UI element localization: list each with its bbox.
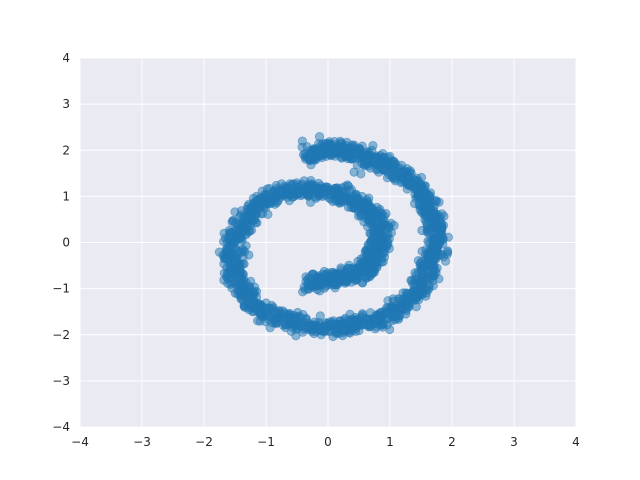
data-point [297,136,307,146]
data-point [440,256,451,266]
x-tick-label: 2 [448,435,456,449]
data-point [363,222,373,232]
data-point [229,269,239,279]
x-tick-label: −4 [71,435,89,449]
x-tick-label: 3 [510,435,518,449]
data-point [378,165,388,175]
data-point [238,245,248,255]
data-point [395,167,405,177]
x-tick-label: −3 [133,435,151,449]
data-point [326,319,336,329]
data-point [239,288,250,299]
data-point [274,187,284,197]
data-point [306,281,316,291]
data-point [355,144,365,154]
data-point [291,331,301,341]
data-point [428,281,438,291]
y-tick-label: −2 [52,328,70,342]
y-tick-label: 4 [62,51,70,65]
data-point [227,283,237,293]
x-tick-label: 4 [572,435,580,449]
data-point [255,193,265,203]
data-point [308,269,318,279]
data-point [356,169,366,179]
data-point [345,154,356,164]
data-point [331,145,342,155]
y-tick-label: 3 [62,97,70,111]
y-tick-label: −3 [52,374,70,388]
data-point [304,180,314,190]
x-tick-label: −1 [257,435,275,449]
data-point [366,253,376,263]
y-tick-label: 1 [62,189,70,203]
data-point [407,275,417,286]
data-point [375,229,385,239]
data-point [388,159,398,169]
data-point [263,209,273,219]
data-point [237,226,247,236]
data-point [388,173,398,183]
y-tick-label: 2 [62,143,70,157]
data-point [297,287,308,297]
data-point [357,309,367,319]
data-point [356,211,366,221]
data-point [350,275,361,286]
data-point [368,141,378,151]
x-tick-label: 1 [386,435,394,449]
y-axis-tick-labels: −4 −3 −2 −1 0 1 2 3 4 [52,51,70,434]
data-point [338,194,348,204]
data-point [320,190,330,200]
data-point [317,275,328,285]
x-axis-tick-labels: −4 −3 −2 −1 0 1 2 3 4 [71,435,580,449]
data-point [434,274,444,284]
x-tick-label: −2 [195,435,213,449]
y-tick-label: −1 [52,282,70,296]
data-point [396,177,406,188]
x-tick-label: 0 [324,435,332,449]
data-point [267,300,277,311]
data-point [314,132,325,142]
scatter-points [214,132,453,342]
data-point [315,311,325,321]
data-point [377,322,388,332]
data-point [417,256,427,266]
data-point [314,151,324,161]
y-tick-label: −4 [52,420,70,434]
y-tick-label: 0 [62,236,70,250]
